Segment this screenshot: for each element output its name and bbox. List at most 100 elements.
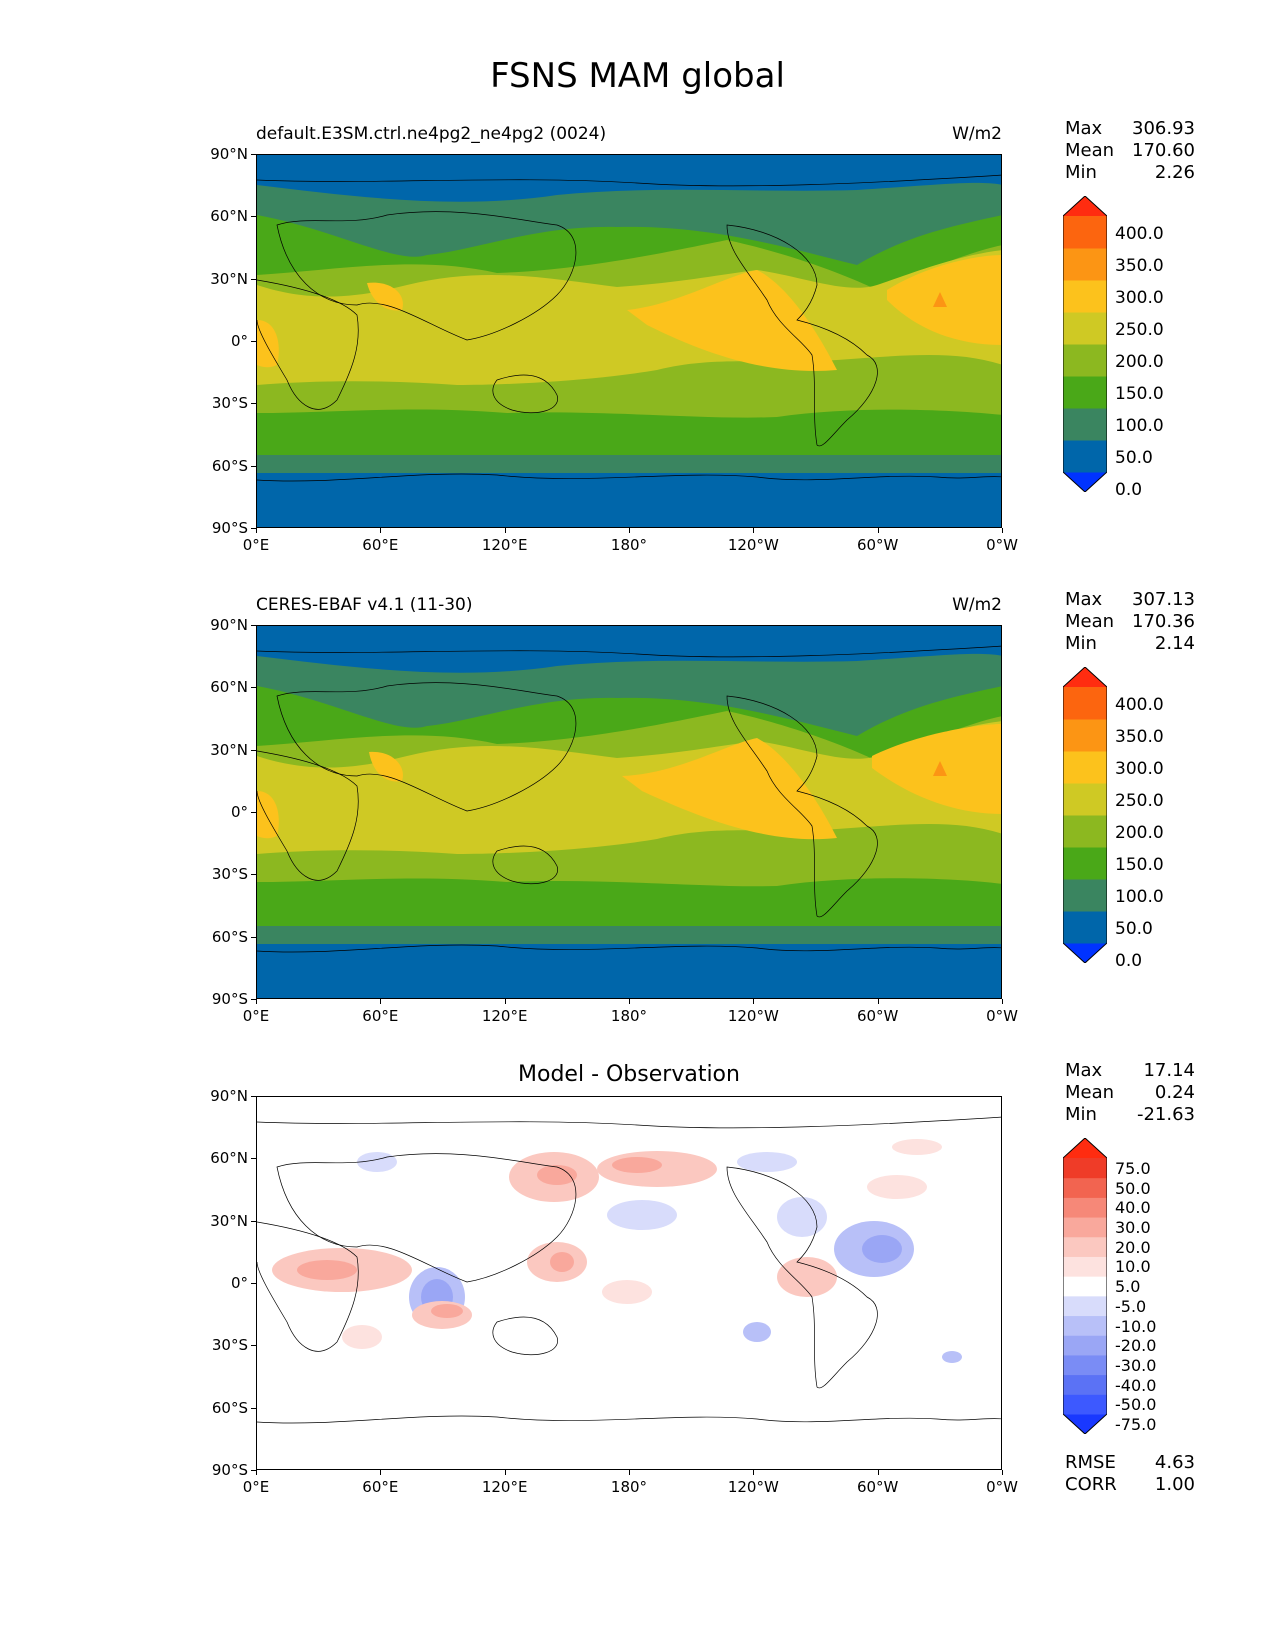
colorbar-segment <box>1063 1256 1107 1277</box>
lat-tick <box>251 1158 256 1160</box>
stat-value: -21.63 <box>1136 1104 1195 1125</box>
lon-tick <box>256 528 257 533</box>
stat-value: 170.60 <box>1132 140 1195 161</box>
hotspot-pacific <box>627 270 837 371</box>
panel-title-obs: CERES-EBAF v4.1 (11-30) <box>256 595 473 615</box>
lon-label: 60°W <box>856 1007 899 1025</box>
lon-tick <box>629 528 630 533</box>
lon-label: 0°W <box>986 536 1018 554</box>
colorbar-label: -50.0 <box>1115 1395 1157 1415</box>
colorbar-segment <box>1063 687 1107 720</box>
lat-label: 30°S <box>211 865 248 884</box>
stat-row: Min 2.14 <box>1065 633 1195 655</box>
lon-tick <box>256 999 257 1004</box>
panel-title-diff: Model - Observation <box>518 1062 740 1087</box>
colorbar-segment <box>1063 440 1107 473</box>
colorbar <box>1063 1138 1107 1434</box>
colorbar-segment <box>1063 216 1107 249</box>
lon-label: 120°E <box>481 1478 528 1496</box>
lon-label: 180° <box>610 1478 648 1496</box>
lon-tick <box>877 1470 879 1475</box>
lon-tick <box>380 1470 382 1475</box>
lat-label: 0° <box>230 1274 248 1292</box>
colorbar-label: 50.0 <box>1115 448 1153 468</box>
stat-label: Max <box>1065 589 1103 610</box>
colorbar-segment <box>1063 1158 1107 1179</box>
lat-tick <box>251 749 256 751</box>
colorbar-segment <box>1063 847 1107 880</box>
colorbar-segment <box>1063 751 1107 784</box>
peak-atlantic <box>933 292 947 307</box>
lon-tick <box>380 528 382 533</box>
lon-tick <box>877 999 879 1004</box>
lat-label: 30°N <box>210 269 248 288</box>
lon-tick <box>380 999 382 1004</box>
colorbar-segment <box>1063 1335 1107 1356</box>
stat-row: Mean 170.36 <box>1065 611 1195 633</box>
lat-tick <box>251 1345 256 1347</box>
stat-row: Max 306.93 <box>1065 118 1195 140</box>
map-model <box>256 154 1002 528</box>
units-label: W/m2 <box>952 595 1002 615</box>
lat-label: 30°N <box>210 740 248 759</box>
lon-label: 0°W <box>986 1007 1018 1025</box>
lat-label: 60°N <box>210 678 248 697</box>
metric-label: CORR <box>1065 1474 1117 1495</box>
lon-tick <box>753 999 755 1004</box>
lat-label: 90°N <box>210 1087 248 1105</box>
map-obs <box>256 625 1002 999</box>
lat-tick <box>251 1470 256 1471</box>
colorbar <box>1063 667 1107 963</box>
lon-tick <box>504 528 506 533</box>
colorbar-segment <box>1063 376 1107 409</box>
lat-tick <box>251 687 256 689</box>
colorbar-segment <box>1063 1295 1107 1317</box>
colorbar-label: 200.0 <box>1115 823 1164 843</box>
colorbar-segment <box>1063 1177 1107 1198</box>
colorbar-segment <box>1063 1354 1107 1376</box>
lat-tick <box>251 341 256 342</box>
colorbar-segment <box>1063 280 1107 313</box>
colorbar-label: 40.0 <box>1115 1198 1151 1218</box>
lon-tick <box>256 1470 257 1475</box>
figure-title: FSNS MAM global <box>490 56 785 96</box>
lat-tick <box>251 1220 256 1222</box>
lat-tick <box>251 403 256 405</box>
lon-tick <box>504 999 506 1004</box>
lon-label: 0°W <box>986 1478 1018 1496</box>
colorbar-segment <box>1063 1414 1107 1434</box>
colorbar-label: -20.0 <box>1115 1336 1157 1356</box>
stat-value: 306.93 <box>1132 118 1195 139</box>
colorbar-label: -10.0 <box>1115 1316 1157 1336</box>
metric-label: RMSE <box>1065 1452 1116 1473</box>
lat-tick <box>251 528 256 529</box>
colorbar-label: 400.0 <box>1115 695 1164 715</box>
coast-antarctica <box>257 473 1001 482</box>
lon-label: 0°E <box>242 1478 270 1496</box>
colorbar-segment <box>1063 196 1107 216</box>
lon-label: 180° <box>610 1007 648 1025</box>
lat-tick <box>251 154 256 155</box>
colorbar-segment <box>1063 408 1107 441</box>
colorbar-label: 0.0 <box>1115 480 1143 500</box>
stats-box: Max 307.13 Mean 170.36 Min 2.14 <box>1065 589 1195 655</box>
lon-tick <box>629 1470 630 1475</box>
lon-label: 0°E <box>242 536 270 554</box>
lat-tick <box>251 936 256 938</box>
colorbar-segment <box>1063 879 1107 912</box>
metric-row: CORR 1.00 <box>1065 1474 1195 1496</box>
lon-label: 60°W <box>856 536 899 554</box>
colorbar-label: 100.0 <box>1115 887 1164 907</box>
lon-label: 120°W <box>727 536 779 554</box>
colorbar-label: 300.0 <box>1115 759 1164 779</box>
colorbar-label: 150.0 <box>1115 855 1164 875</box>
colorbar-label: 400.0 <box>1115 224 1164 244</box>
colorbar-label: 350.0 <box>1115 727 1164 747</box>
colorbar-label: -30.0 <box>1115 1355 1157 1375</box>
lon-label: 0°E <box>242 1007 270 1025</box>
colorbar-segment <box>1063 344 1107 377</box>
lon-label: 120°W <box>727 1007 779 1025</box>
lon-tick <box>877 528 879 533</box>
lon-tick <box>504 1470 506 1475</box>
stat-label: Mean <box>1065 140 1115 161</box>
